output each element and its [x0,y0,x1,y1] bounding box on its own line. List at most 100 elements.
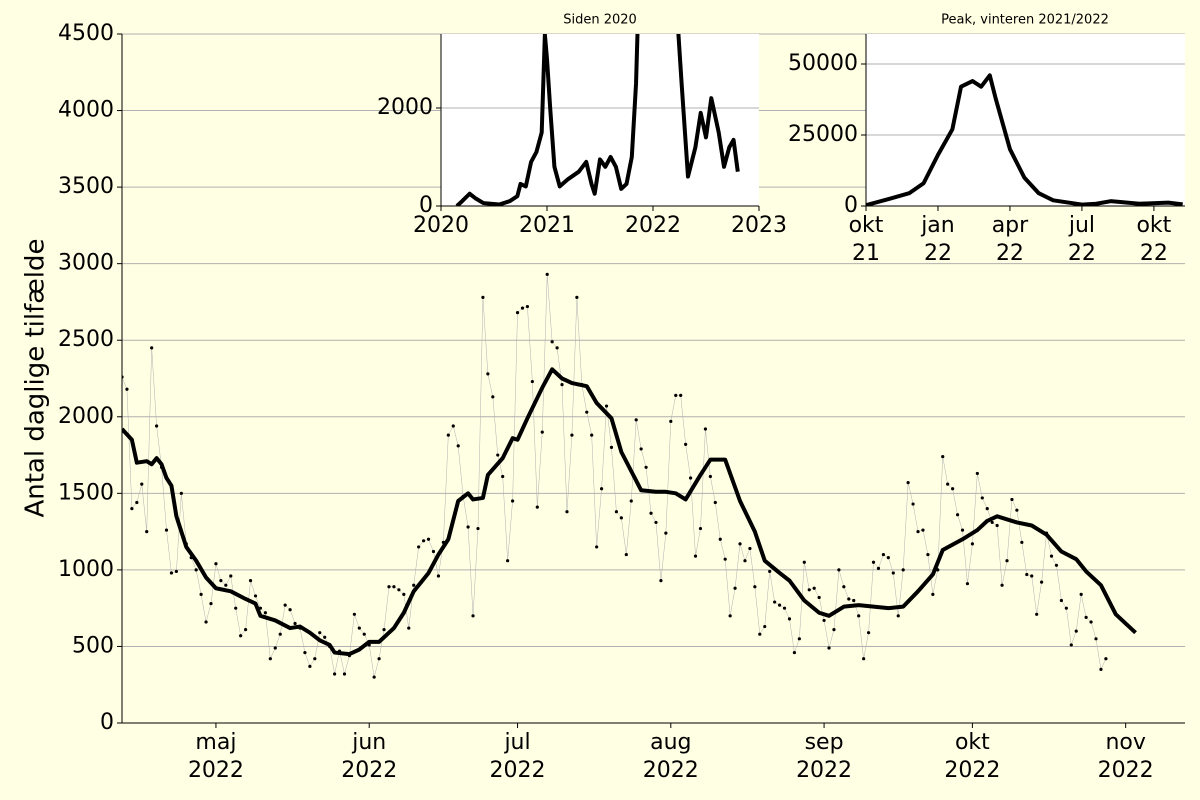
data-point [308,664,312,668]
data-point [515,311,520,315]
data-point [773,600,777,604]
data-point [318,631,322,635]
data-point [253,594,258,598]
data-point [1015,508,1019,512]
data-point [150,346,154,350]
data-point [703,427,708,431]
data-point [743,559,747,563]
data-point [501,474,505,479]
data-point [911,502,915,506]
data-point [782,606,787,610]
x-tick-label: apr 22 [991,213,1029,266]
data-point [476,526,480,531]
data-point [377,657,381,661]
data-point [1069,643,1073,647]
data-point [1094,637,1098,641]
data-point [525,304,530,309]
data-point [624,552,628,557]
data-point [812,586,816,590]
data-point [1099,667,1103,672]
data-point [797,637,801,641]
data-point [599,487,604,491]
data-point [886,556,890,560]
data-point [733,586,737,590]
data-point [486,372,490,376]
data-point [145,530,149,534]
data-point [214,562,218,566]
data-point [268,657,272,661]
series-line [866,73,1183,206]
data-point [614,510,619,514]
data-point [817,595,821,600]
data-point [194,568,198,572]
data-point [293,621,297,626]
data-point [560,383,564,387]
data-point [130,507,134,511]
x-tick-label: nov 2022 [1097,730,1154,783]
data-point [654,520,658,525]
data-point [738,542,742,546]
data-point [975,471,979,476]
data-point [357,626,361,630]
y-tick-label: 2000 [58,404,114,429]
data-point [421,539,426,543]
inset-title: Siden 2020 [563,13,637,28]
data-point [169,571,174,575]
y-tick-label: 2000 [377,95,433,120]
data-point [980,496,984,500]
data-point [921,528,925,532]
data-point [273,646,277,650]
data-point [135,500,139,505]
data-point [471,614,475,618]
data-point [1040,580,1044,584]
x-tick-label: okt 2022 [944,730,1001,783]
data-point [713,500,717,505]
data-point [629,499,633,503]
x-tick-label: okt 21 [848,213,884,266]
data-point [708,474,712,479]
data-point [446,433,450,437]
data-point [1005,559,1009,563]
data-point [881,552,886,557]
data-point [644,465,648,469]
data-point [1084,615,1088,619]
data-point [768,569,772,574]
data-point [842,585,846,589]
data-point [664,531,668,535]
x-tick-label: sep 2022 [796,730,853,783]
data-point [955,513,960,517]
y-tick-label: 3500 [58,174,114,199]
data-point [659,579,663,583]
data-point [466,525,470,529]
data-point [679,393,683,397]
data-point [323,635,327,639]
data-point [946,482,950,486]
data-point [387,585,391,589]
data-point [520,306,525,310]
data-point [951,487,955,491]
data-point [896,614,900,618]
data-point [1054,563,1059,567]
data-point [985,507,989,511]
data-point [1035,612,1039,616]
data-point [234,606,238,610]
data-point [802,560,806,564]
data-point [140,482,144,486]
x-tick-label: jul 2022 [489,730,546,783]
data-point [674,393,678,397]
data-point [758,632,762,636]
data-point [1030,574,1034,578]
data-point [931,592,935,596]
data-point [313,657,317,661]
data-point [550,340,554,344]
data-point [619,516,623,520]
data-point [155,424,159,428]
data-point [604,404,609,408]
data-point [590,433,594,437]
data-point [941,454,945,459]
data-point [229,574,233,578]
data-point [303,650,307,655]
y-tick-label: 25000 [788,122,858,147]
